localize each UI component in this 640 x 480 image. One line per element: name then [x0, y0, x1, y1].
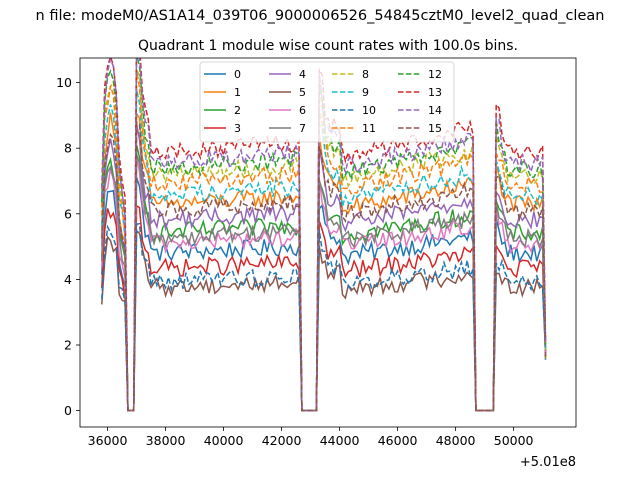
- series-line-7: [101, 154, 547, 412]
- x-tick-label: 42000: [262, 433, 302, 448]
- series-line-0: [101, 177, 547, 412]
- x-tick-label: 50000: [494, 433, 534, 448]
- legend-label-4: 4: [299, 68, 306, 81]
- chart-title: Quadrant 1 module wise count rates with …: [138, 38, 518, 54]
- series-line-3: [101, 204, 547, 412]
- x-offset-label: +5.01e8: [520, 455, 576, 470]
- y-tick-label: 10: [56, 75, 72, 90]
- y-axis: 0 2 4 6 8 10: [56, 75, 80, 418]
- series-line-6: [101, 155, 547, 412]
- legend-label-7: 7: [299, 122, 306, 135]
- x-tick-label: 44000: [320, 433, 360, 448]
- y-tick-label: 4: [64, 272, 72, 287]
- legend-label-0: 0: [234, 68, 241, 81]
- figure-suptitle: n file: modeM0/AS1A14_039T06_9000006526_…: [36, 8, 605, 24]
- legend-label-5: 5: [299, 86, 306, 99]
- x-tick-label: 36000: [88, 433, 128, 448]
- x-tick-label: 38000: [146, 433, 186, 448]
- legend-label-12: 12: [428, 68, 442, 81]
- series-line-15: [101, 121, 547, 412]
- x-axis: 36000 38000 40000 42000 44000 46000 48000 50000: [88, 427, 534, 448]
- x-tick-label: 40000: [204, 433, 244, 448]
- legend-label-14: 14: [428, 104, 442, 117]
- legend-label-15: 15: [428, 122, 442, 135]
- series-line-10: [101, 222, 547, 412]
- legend-label-6: 6: [299, 104, 306, 117]
- y-tick-label: 0: [64, 403, 72, 418]
- y-tick-label: 8: [64, 141, 72, 156]
- series-line-12: [101, 58, 547, 412]
- series-line-5: [101, 229, 547, 412]
- legend-label-10: 10: [362, 104, 376, 117]
- legend-label-8: 8: [362, 68, 369, 81]
- x-tick-label: 48000: [436, 433, 476, 448]
- plot-frame: [79, 57, 577, 428]
- y-tick-label: 6: [64, 206, 72, 221]
- x-tick-label: 46000: [378, 433, 418, 448]
- legend-label-11: 11: [362, 122, 376, 135]
- legend-label-13: 13: [428, 86, 442, 99]
- legend-box: [199, 61, 455, 143]
- legend-label-2: 2: [234, 104, 241, 117]
- series-line-1: [101, 110, 547, 412]
- legend-label-3: 3: [234, 122, 241, 135]
- legend-label-9: 9: [362, 86, 369, 99]
- legend-label-1: 1: [234, 86, 241, 99]
- y-tick-label: 2: [64, 338, 72, 353]
